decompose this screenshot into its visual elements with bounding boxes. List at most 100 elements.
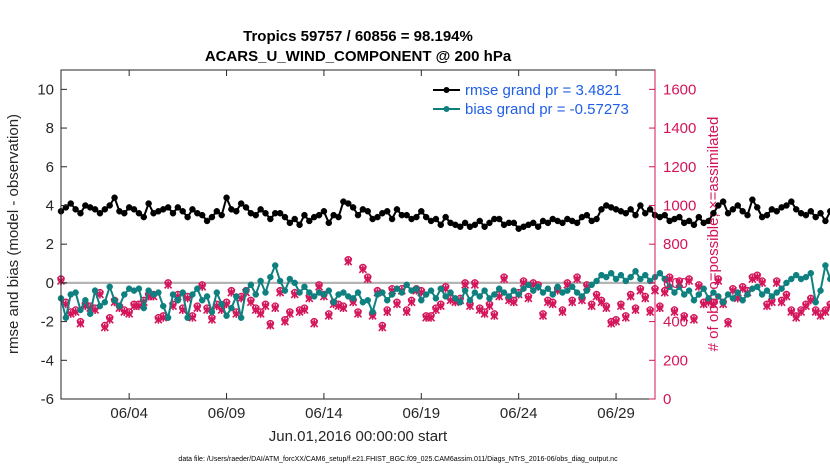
bias-point (271, 262, 279, 269)
rmse-point (710, 209, 717, 217)
bias-point (184, 314, 191, 321)
bias-point (612, 275, 620, 283)
rmse-point (203, 217, 211, 225)
bias-point (213, 289, 221, 296)
bias-point (544, 285, 552, 292)
bias-point (442, 293, 449, 300)
assimilated-obs-point (207, 315, 217, 324)
rmse-point (719, 198, 727, 205)
bias-point (330, 298, 337, 306)
bias-point (189, 291, 196, 298)
x-tick-label: 06/29 (597, 405, 635, 422)
bias-point (456, 298, 464, 306)
assimilated-obs-point (164, 280, 173, 289)
bias-point (398, 289, 406, 296)
data-file-footer: data file: /Users/raeder/DAI/ATM_forcXX/… (178, 456, 618, 463)
assimilated-obs-point (353, 309, 363, 318)
y-left-tick-label: -6 (41, 391, 54, 408)
y-right-tick-label: 1600 (663, 81, 696, 98)
x-tick-label: 06/24 (500, 405, 538, 422)
bias-point (447, 289, 454, 296)
bias-point (257, 277, 264, 285)
rmse-point (753, 204, 761, 211)
bias-point (666, 283, 673, 291)
y-axis-label-left: rmse and bias (model - observation) (5, 114, 22, 354)
rmse-point (374, 213, 381, 221)
bias-point (159, 302, 167, 310)
bias-point (583, 287, 591, 294)
rmse-point (632, 211, 639, 219)
bias-point (296, 289, 303, 296)
bias-point (671, 289, 678, 296)
rmse-point (135, 209, 143, 217)
assimilated-obs-point (655, 303, 664, 313)
bias-point (155, 289, 162, 296)
rmse-point (145, 200, 152, 207)
rmse-point (817, 209, 824, 217)
rmse-point (184, 213, 191, 221)
assimilated-obs-point (636, 286, 645, 295)
bias-point (729, 295, 737, 302)
assimilated-obs-point (689, 315, 699, 324)
bias-point (208, 308, 216, 316)
bias-point (252, 291, 260, 298)
assimilated-obs-point (324, 311, 333, 320)
bias-point (247, 281, 255, 289)
rmse-point (715, 202, 722, 209)
x-tick-label: 06/19 (403, 405, 441, 422)
bias-point (121, 291, 128, 298)
rmse-point (301, 211, 308, 219)
rmse-point (179, 208, 186, 215)
rmse-point (705, 217, 712, 225)
bias-point (262, 289, 269, 296)
bias-point (685, 287, 693, 294)
rmse-point (486, 219, 493, 227)
rmse-point (223, 194, 230, 201)
bias-point (788, 275, 795, 283)
assimilated-obs-point (344, 257, 353, 266)
y-right-tick-label: 0 (663, 391, 671, 408)
bias-point (578, 293, 586, 300)
rmse-point (442, 213, 449, 221)
rmse-point (237, 200, 245, 207)
assimilated-obs-point (782, 292, 791, 301)
rmse-point (72, 206, 79, 213)
rmse-point (325, 219, 333, 227)
y-right-tick-label: 1200 (663, 159, 696, 176)
assimilated-obs-point (285, 309, 294, 318)
bias-point (72, 289, 79, 296)
bias-point (413, 285, 420, 292)
rmse-point (383, 208, 391, 215)
rmse-point (724, 209, 732, 217)
bias-point (325, 287, 333, 294)
bias-point (422, 291, 430, 298)
legend-marker (443, 106, 450, 112)
bias-point (340, 289, 347, 296)
rmse-point (544, 219, 552, 227)
rmse-point (690, 221, 698, 229)
rmse-point (320, 208, 328, 215)
assimilated-obs-point (616, 302, 625, 311)
bias-point (320, 291, 328, 298)
rmse-point (734, 202, 742, 209)
rmse-point (354, 211, 362, 219)
rmse-point (189, 206, 196, 213)
assimilated-obs-point (499, 274, 509, 284)
rmse-point (783, 202, 790, 209)
legend-label-bias: bias grand pr = -0.57273 (465, 101, 629, 118)
bias-point (276, 277, 284, 285)
bias-point (310, 293, 318, 300)
bias-point (753, 283, 761, 291)
rmse-point (233, 208, 240, 215)
assimilated-obs-point (300, 305, 309, 315)
assimilated-obs-point (193, 303, 202, 313)
bias-point (306, 289, 313, 296)
bias-point (719, 298, 727, 306)
x-axis-label: Jun.01,2016 00:00:00 start (269, 428, 448, 445)
assimilated-obs-point (626, 292, 635, 301)
bias-point (603, 273, 610, 281)
rmse-point (422, 213, 430, 221)
assimilated-obs-point (538, 311, 548, 320)
rmse-point (461, 219, 469, 227)
